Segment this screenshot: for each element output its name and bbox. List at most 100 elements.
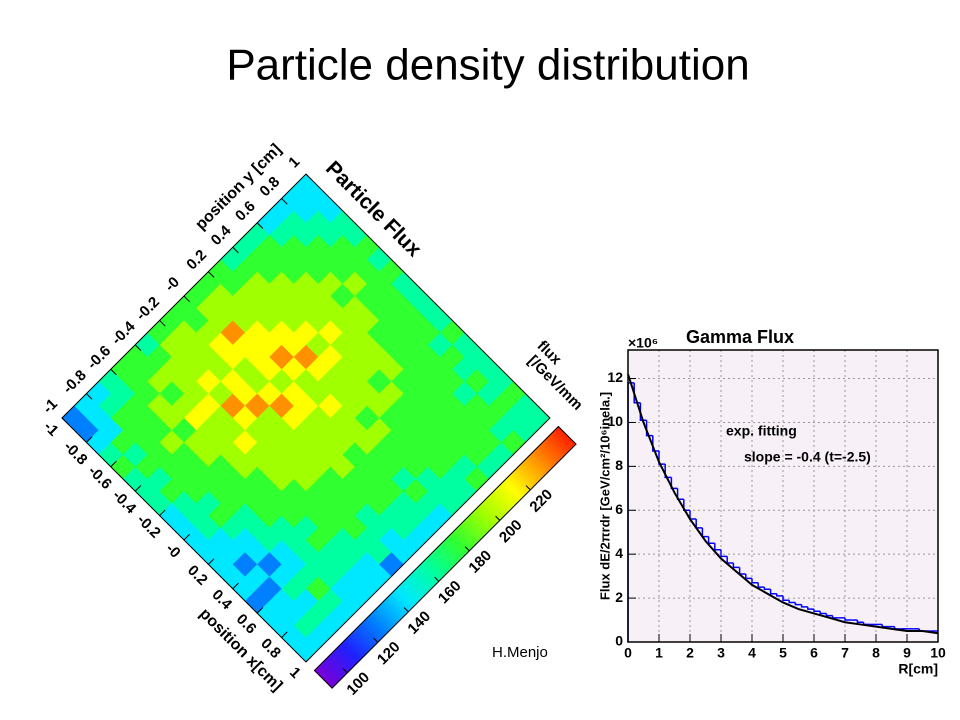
histogram-step [782,595,790,602]
slide-title: Particle density distribution [226,41,749,90]
histogram-step [652,435,659,452]
colorbar-tick [403,607,409,613]
y-tick-label: -0.6 [84,342,114,372]
colorbar-tick [342,668,348,674]
y-tick [232,246,239,254]
colorbar-tick-label: 160 [435,577,465,607]
x-tick-label: 2 [686,645,694,661]
y-tick-label: 4 [615,545,623,561]
x-tick-label: 6 [810,645,818,661]
x-tick-label: -1 [40,418,61,439]
x-tick [134,485,142,492]
histogram-step [844,617,852,621]
y-tick-label: -0.2 [133,294,163,324]
histogram-step [769,589,777,595]
histogram-step [800,604,808,608]
colorbar-tick-label: 220 [526,486,556,516]
histogram-step [763,587,771,591]
colorbar-tick [464,546,470,552]
y-tick-label: 6 [615,501,623,517]
x-tick [61,411,69,419]
x-tick-label: 3 [717,645,725,661]
histogram-step [645,420,653,437]
x-tick [208,558,215,565]
x-tick-label: 4 [748,645,756,661]
fit-line [627,373,939,635]
y-tick [159,320,166,327]
y-tick [305,173,312,181]
y-tick-label: -0.8 [60,367,90,397]
chart-title: Gamma Flux [686,327,794,347]
colorbar-tick-label: 120 [374,638,404,668]
x-tick [159,509,166,516]
x-tick-label: 5 [779,645,787,661]
y-tick [183,295,190,303]
x-tick [281,631,288,638]
histogram-step [714,543,721,551]
plot-frame [627,349,939,643]
histogram-step [751,578,759,584]
histogram-step [794,602,802,606]
y-tick [281,198,288,205]
histogram-step [664,464,672,479]
y-tick [110,368,117,376]
histogram-step [819,611,827,615]
colorbar-tick-label: 180 [465,547,495,577]
x-tick [232,582,239,590]
histogram-step [776,593,783,597]
x-axis-title: R[cm] [898,661,938,677]
colorbar-tick [434,576,440,582]
histogram-step [745,573,752,580]
y-tick-label: 1 [285,153,303,171]
y-tick-label: -0.4 [108,318,139,349]
y-axis-title: Flux dE/2πrdr [GeV/cm²/10⁶inela.] [597,392,612,600]
y-tick-label: 2 [615,589,623,605]
x-tick-label: 1 [655,645,663,661]
y-tick-label: -0 [162,274,183,295]
y-tick [134,344,142,351]
x-tick-label: -0 [162,540,183,561]
colorbar-tick-label: 200 [496,516,526,546]
author: H.Menjo [492,644,548,661]
y-tick [61,417,69,425]
colorbar [313,425,577,689]
histogram-step [807,606,814,610]
y-tick [256,222,264,229]
annotation: exp. fitting [726,423,797,439]
colorbar-tick-label: 100 [343,669,373,699]
histogram-step [720,549,728,558]
y-tick-label: 12 [607,369,623,385]
histogram-step [788,600,796,604]
y-tick-label: 0.2 [183,247,210,274]
x-tick [110,460,117,468]
x-tick-label: 8 [872,645,880,661]
x-tick [305,655,312,663]
annotation: slope = -0.4 (t=-2.5) [744,449,871,465]
y-multiplier: ×10⁶ [628,335,658,351]
y-tick-label: 10 [607,413,623,429]
colorbar-tick [525,485,531,491]
histogram-step [732,562,740,569]
x-tick-label: 7 [841,645,849,661]
histogram-step [856,620,864,623]
y-tick-label: 0 [615,633,623,649]
y-tick [86,393,93,400]
y-tick-label: -1 [40,396,61,417]
histogram-step [757,582,765,588]
x-tick [183,533,190,541]
histogram-step [633,382,641,404]
x-tick [256,607,264,614]
heatmap [61,173,577,689]
colorbar-tick [495,515,501,521]
colorbar-tick [373,637,379,643]
colorbar-tick-label: 140 [404,608,434,638]
histogram-step [825,613,833,617]
y-tick [208,271,215,278]
x-tick-label: 0 [624,645,632,661]
histogram-step [639,402,647,422]
x-tick-label: 1 [286,664,304,682]
x-tick-label: 9 [903,645,911,661]
x-tick-label: 10 [930,645,946,661]
x-tick [86,436,93,443]
